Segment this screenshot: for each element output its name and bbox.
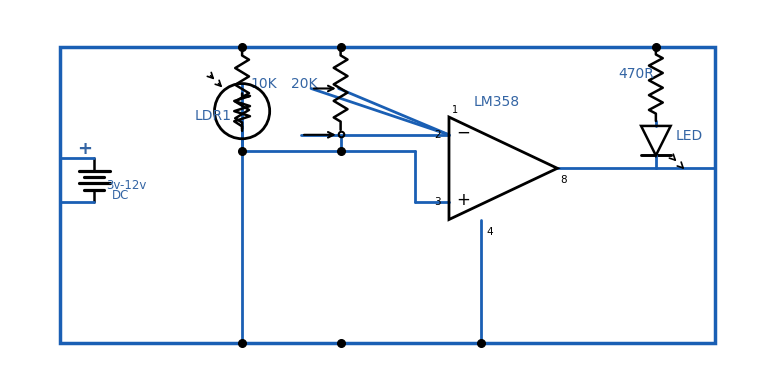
Text: 1: 1 bbox=[452, 105, 458, 115]
Text: 4: 4 bbox=[487, 227, 493, 237]
Text: LED: LED bbox=[675, 129, 703, 143]
Text: 8: 8 bbox=[560, 175, 567, 185]
Text: LDR1: LDR1 bbox=[195, 109, 232, 123]
Text: 10K: 10K bbox=[250, 77, 277, 91]
Text: DC: DC bbox=[112, 189, 130, 202]
Text: 470R: 470R bbox=[619, 67, 655, 81]
Text: LM358: LM358 bbox=[474, 95, 520, 109]
Text: +: + bbox=[456, 191, 470, 209]
Text: 2: 2 bbox=[434, 130, 441, 140]
Text: 3: 3 bbox=[434, 197, 441, 207]
Text: +: + bbox=[77, 140, 92, 158]
Text: −: − bbox=[456, 124, 470, 142]
Text: 3v-12v: 3v-12v bbox=[106, 178, 146, 192]
Text: 20K: 20K bbox=[291, 76, 318, 91]
